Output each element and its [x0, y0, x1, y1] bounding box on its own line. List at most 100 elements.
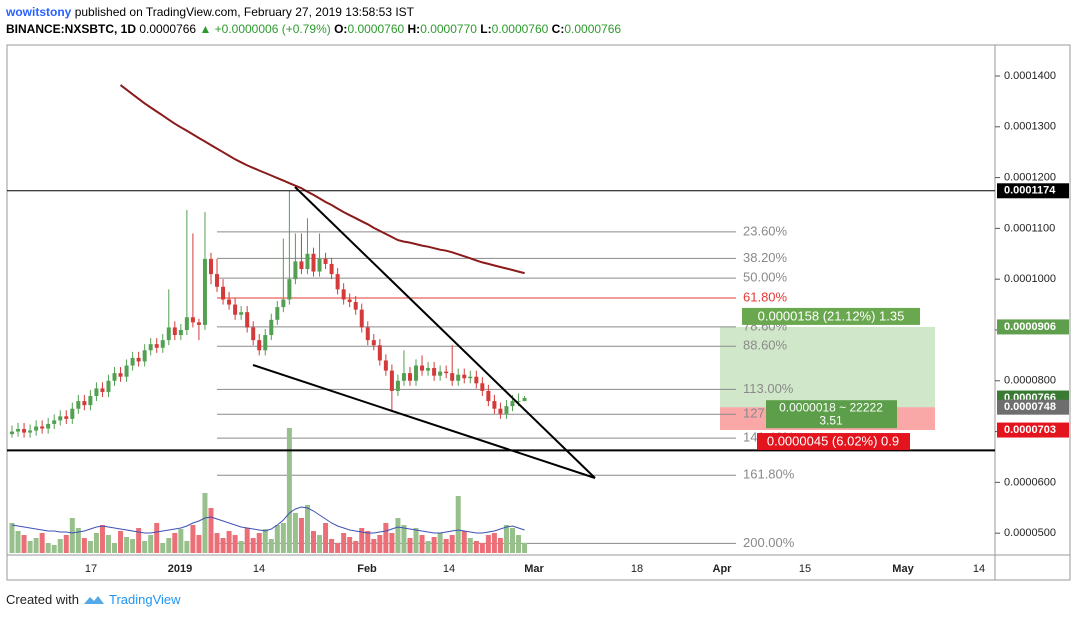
candle-body [112, 373, 117, 381]
candle-body [389, 370, 394, 391]
candle-body [353, 302, 358, 310]
volume-bar [341, 533, 347, 553]
volume-bar [491, 533, 497, 553]
candle-body [70, 408, 75, 419]
volume-bar [190, 525, 196, 553]
fib-label: 88.60% [743, 338, 788, 353]
candle-body [178, 329, 183, 336]
brand[interactable]: TradingView [108, 592, 181, 607]
volume-bar [509, 528, 515, 553]
candle-body [172, 327, 177, 336]
price-marker [997, 183, 1069, 199]
volume-bar [479, 543, 485, 553]
candle-body [347, 299, 352, 303]
volume-bar [389, 533, 395, 553]
volume-bar [323, 523, 329, 553]
candle-body [516, 401, 521, 403]
x-tick-label: 15 [799, 563, 811, 575]
volume-bar [69, 518, 75, 553]
volume-bar [311, 531, 316, 553]
last-price: 0.0000766 [139, 22, 197, 36]
volume-bar [425, 541, 431, 553]
volume-bar [413, 528, 419, 553]
ohlc-value: 0.0000770 [420, 22, 477, 36]
candle-body [64, 416, 69, 419]
candle-body [148, 344, 153, 351]
volume-bar [172, 533, 178, 553]
candle-body [130, 357, 135, 366]
candle-body [371, 340, 376, 346]
y-tick-label: 0.0001000 [1004, 273, 1056, 285]
volume-bar [118, 531, 124, 553]
header: wowitstony published on TradingView.com,… [6, 4, 621, 38]
y-tick-label: 0.0001200 [1004, 171, 1056, 183]
volume-bar [232, 535, 238, 553]
candle-body [227, 299, 232, 305]
candle-body [275, 307, 280, 320]
candle-body [245, 312, 250, 328]
volume-bar [184, 541, 190, 553]
candle-body [486, 390, 491, 402]
price-marker-label: 0.0000906 [1004, 321, 1056, 333]
volume-bar [99, 525, 105, 553]
plot: 23.60%38.20%50.00%61.80%78.60%88.60%113.… [7, 84, 995, 553]
volume-bar [473, 541, 479, 553]
volume-bar [280, 523, 286, 553]
volume-bar [105, 535, 111, 553]
volume-bar [202, 493, 208, 553]
candle-body [522, 398, 527, 402]
entry-label: 0.0000018 ~ 22222 [779, 400, 883, 414]
volume-bar [377, 535, 383, 553]
volume-bar [407, 538, 413, 553]
volume-bar [160, 543, 166, 553]
fib-label: 23.60% [743, 223, 788, 238]
x-tick-label: 14 [973, 563, 985, 575]
volume-bar [329, 539, 335, 553]
candle-body [341, 289, 346, 300]
candle-body [160, 340, 165, 348]
fib-label: 200.00% [743, 535, 795, 550]
price-marker [997, 399, 1069, 415]
candle-body [407, 373, 412, 381]
axis: 0.0001400 0.0001300 0.0001200 0.0001100 0.00… [85, 70, 1069, 575]
price-marker [997, 422, 1069, 438]
candle-body [438, 371, 443, 376]
fib-label: 38.20% [743, 250, 788, 265]
volume-bar [178, 529, 184, 553]
moving-average [119, 84, 525, 275]
fib-label: 161.80% [743, 467, 795, 482]
ohlc-value: 0.0000760 [491, 22, 549, 36]
target-zone [720, 326, 935, 408]
candle-body [281, 299, 286, 308]
change: ▲ +0.0000006 (+0.79%) [199, 22, 331, 36]
candle-body [215, 274, 220, 287]
volume-bar [395, 518, 401, 553]
candle-body [202, 258, 207, 325]
candle-body [456, 374, 461, 381]
header-line: BINANCE:NXSBTC, 1D 0.0000766 ▲ +0.000000… [6, 21, 621, 38]
candle-body [82, 401, 87, 406]
volume-bar [154, 523, 160, 553]
candle-body [377, 345, 382, 361]
volume-average [11, 506, 525, 534]
candle-body [480, 383, 485, 391]
ohlc-label: L: [480, 22, 492, 36]
candle-body [142, 350, 147, 362]
fib-label: 113.00% [743, 381, 794, 396]
trendline [294, 186, 596, 479]
volume-bar [226, 531, 232, 553]
author[interactable]: wowitstony [6, 5, 72, 19]
volume-bar [81, 538, 87, 553]
volume-bar [136, 528, 142, 553]
volume-bar [238, 541, 244, 553]
volume-bar [166, 538, 172, 553]
ohlc-value: 0.0000760 [347, 22, 405, 36]
fib-label: 50.00% [743, 270, 788, 285]
volume-bar [522, 543, 528, 553]
candle-body [269, 319, 274, 336]
header-line: wowitstony published on TradingView.com,… [6, 4, 621, 21]
candle-body [190, 317, 195, 323]
candle-body [16, 429, 21, 432]
candle-body [444, 371, 449, 374]
